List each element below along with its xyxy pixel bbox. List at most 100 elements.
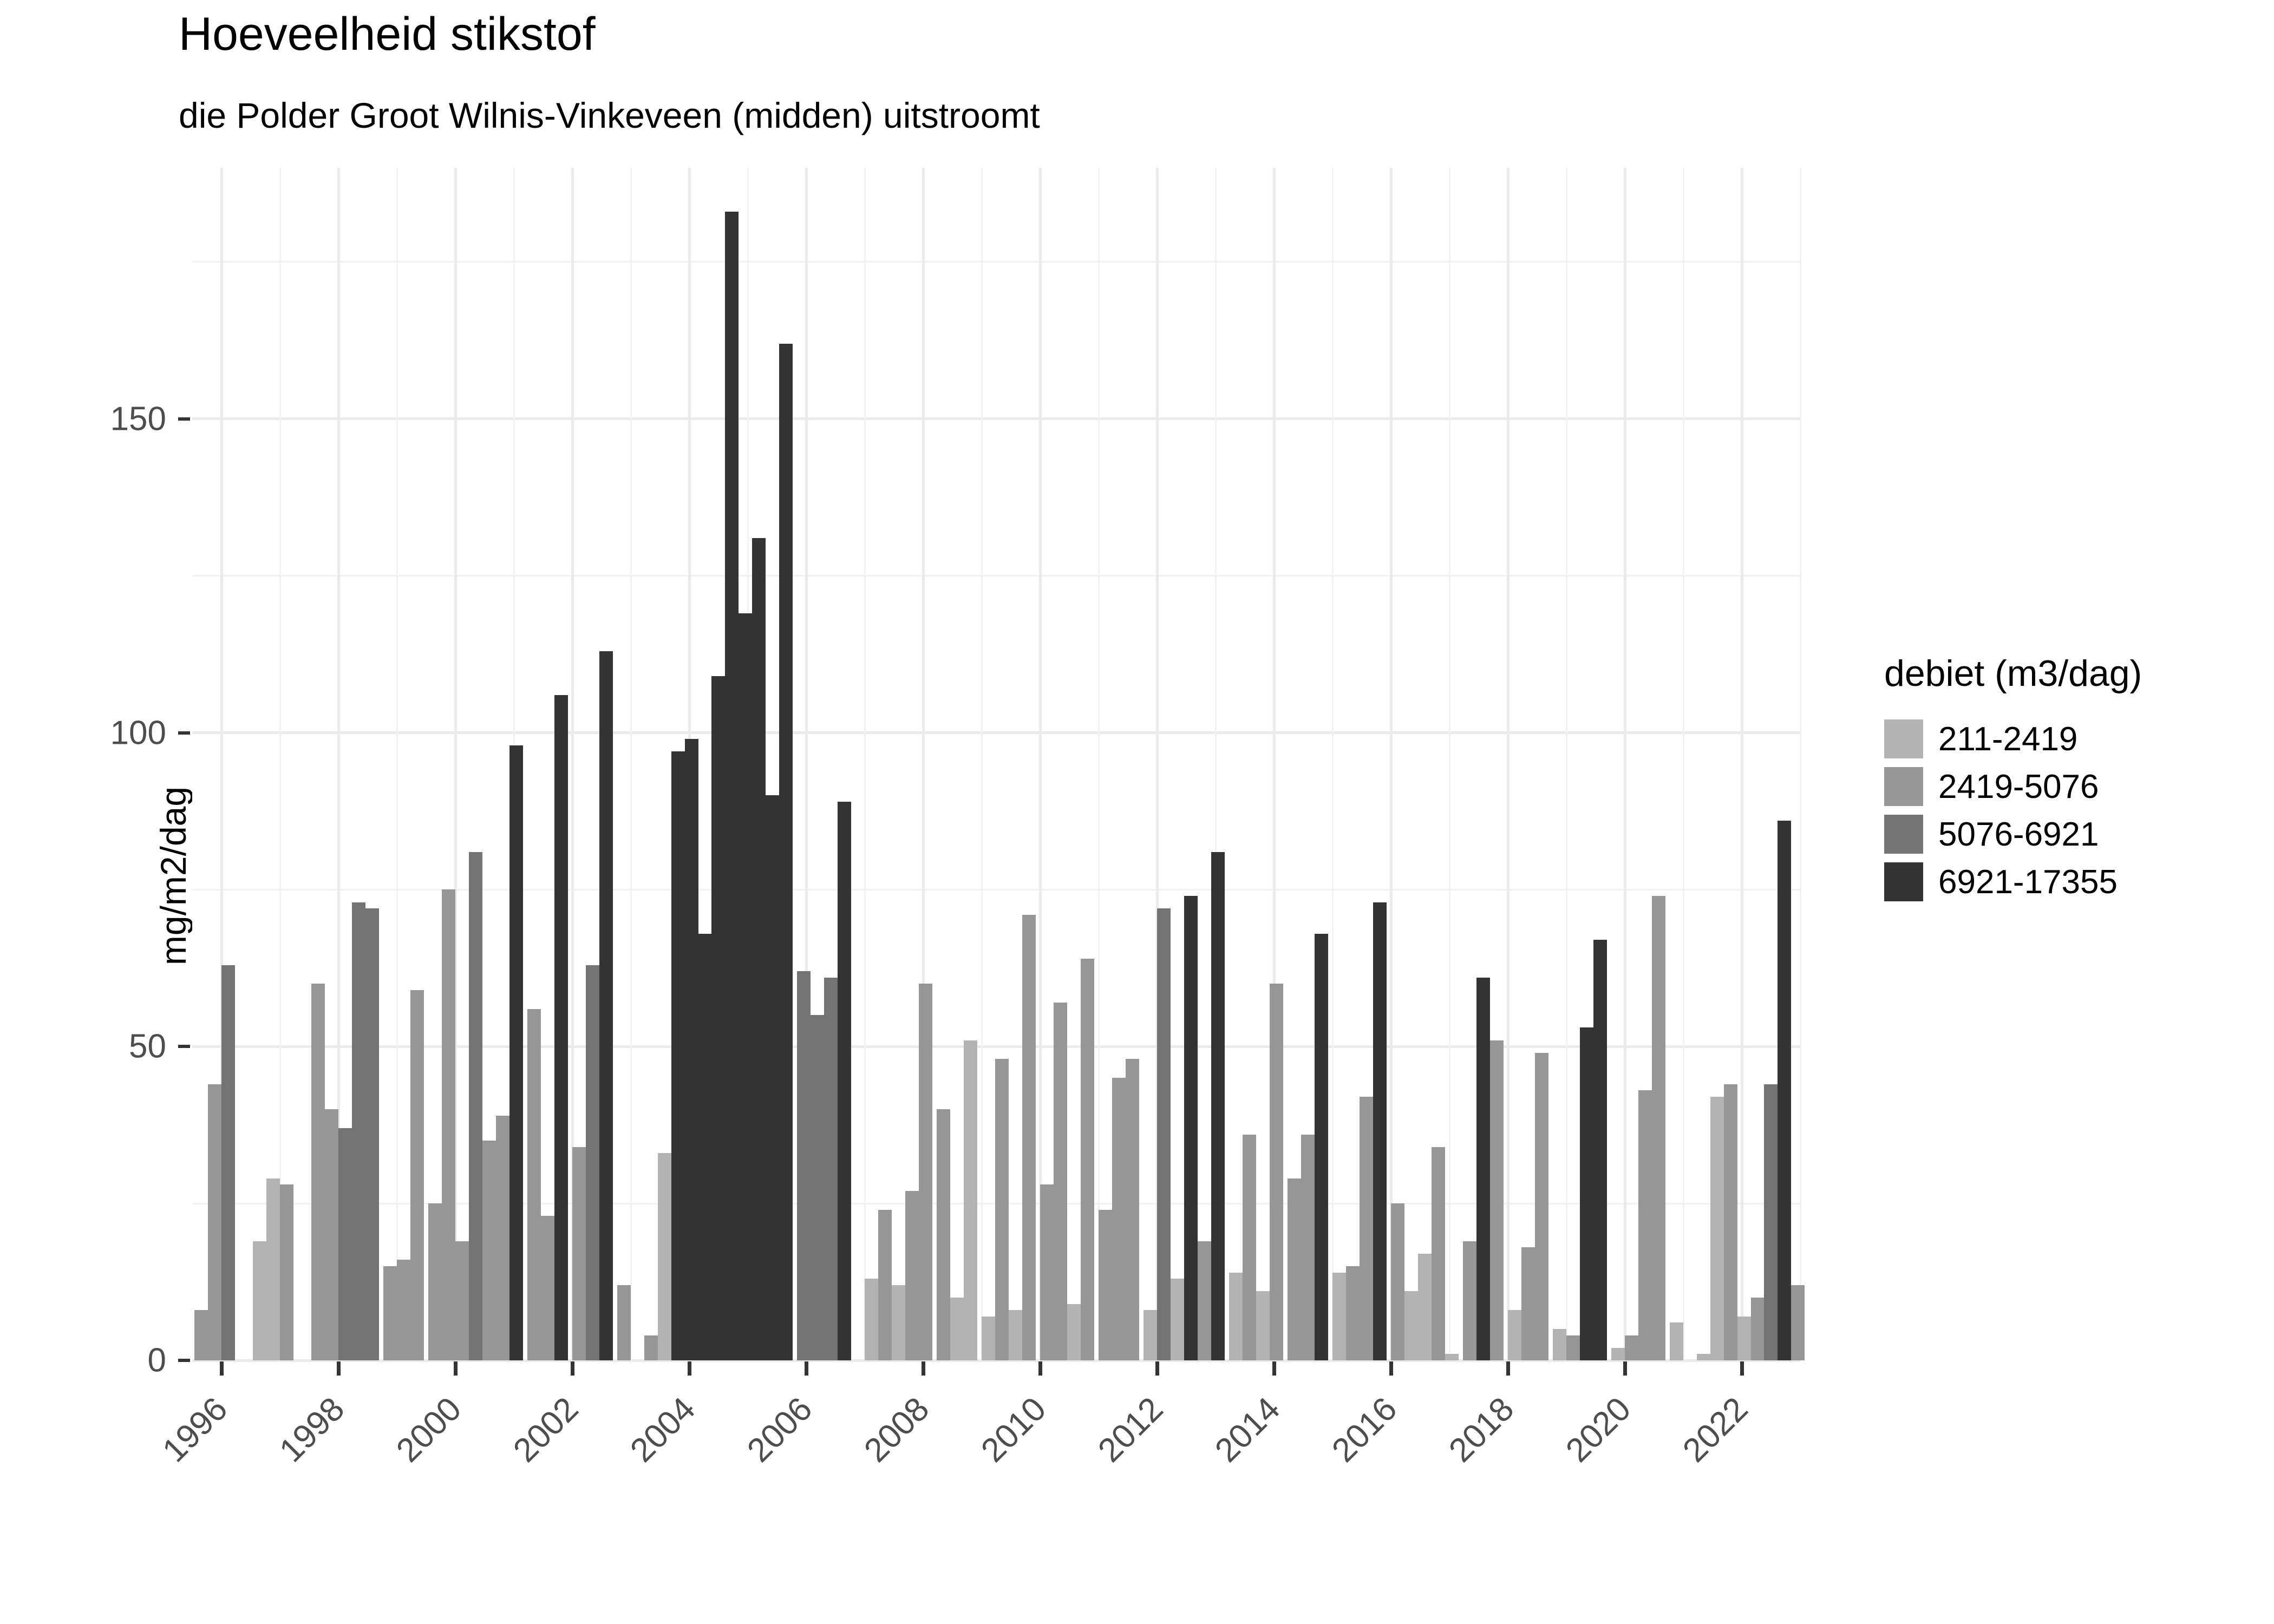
bar	[1126, 1059, 1140, 1360]
bar	[1157, 908, 1171, 1360]
x-axis-tick-mark	[921, 1361, 925, 1376]
bar	[1332, 1272, 1347, 1360]
bar	[1211, 852, 1225, 1360]
bar	[1710, 1097, 1724, 1360]
bar	[428, 1203, 442, 1360]
bar	[1669, 1322, 1683, 1360]
legend-item-label: 6921-17355	[1938, 863, 2118, 901]
bar	[1184, 896, 1198, 1360]
bar	[1171, 1279, 1185, 1360]
bar	[1022, 914, 1036, 1360]
bar	[1067, 1304, 1081, 1360]
bar	[338, 1128, 352, 1360]
x-axis-tick-mark	[1740, 1361, 1744, 1376]
bar	[905, 1190, 919, 1360]
bar	[311, 984, 325, 1360]
bar	[1489, 1040, 1504, 1360]
bar	[1611, 1347, 1625, 1360]
bar	[995, 1059, 1009, 1360]
bar	[1580, 1027, 1594, 1360]
bar	[365, 908, 380, 1360]
bar	[455, 1241, 469, 1360]
bar	[1791, 1285, 1805, 1360]
bar	[1360, 1097, 1374, 1360]
bar	[1112, 1078, 1126, 1360]
bar	[1445, 1354, 1459, 1360]
bar	[495, 1115, 509, 1360]
bar	[194, 1310, 208, 1360]
bar	[482, 1141, 496, 1360]
bar	[918, 984, 932, 1360]
bar	[810, 1015, 825, 1360]
bar	[1314, 933, 1328, 1360]
x-axis-tick-mark	[1155, 1361, 1159, 1376]
bar	[1054, 1003, 1068, 1360]
bar	[541, 1216, 555, 1360]
legend-item-label: 2419-5076	[1938, 768, 2099, 806]
bar	[797, 971, 811, 1360]
bar	[1288, 1178, 1302, 1360]
bar	[441, 889, 455, 1360]
bar	[711, 676, 726, 1360]
bar	[1009, 1310, 1023, 1360]
y-axis-tick-label: 150	[110, 400, 166, 438]
y-axis-tick-label: 100	[110, 714, 166, 752]
y-axis-tick-mark	[178, 731, 190, 735]
bar	[1764, 1084, 1778, 1360]
bar	[1404, 1291, 1419, 1360]
bar	[1431, 1147, 1445, 1360]
bar	[1593, 940, 1608, 1360]
bar	[397, 1260, 411, 1360]
bar	[878, 1209, 892, 1360]
y-axis-tick-label: 50	[129, 1027, 166, 1065]
bar	[765, 795, 779, 1360]
legend-item-label: 5076-6921	[1938, 815, 2099, 853]
x-axis-tick-mark	[1038, 1361, 1042, 1376]
x-axis-tick-mark	[219, 1361, 224, 1376]
y-axis-tick-label: 0	[147, 1341, 166, 1379]
bar	[410, 990, 424, 1360]
bar	[752, 538, 766, 1360]
bar	[1566, 1335, 1580, 1360]
bar	[698, 933, 712, 1360]
x-axis-tick-mark	[453, 1361, 458, 1376]
legend-item-label: 211-2419	[1938, 720, 2078, 758]
legend-item: 2419-5076	[1884, 763, 2142, 810]
bar	[1099, 1209, 1113, 1360]
bar	[1625, 1335, 1639, 1360]
x-axis-tick-mark	[1623, 1361, 1627, 1376]
x-axis-tick-mark	[1272, 1361, 1276, 1376]
bar	[1652, 896, 1666, 1360]
legend-item: 6921-17355	[1884, 858, 2142, 906]
bar	[739, 613, 753, 1360]
bar	[982, 1316, 996, 1360]
bar	[1373, 902, 1387, 1360]
legend: debiet (m3/dag) 211-2419 2419-5076 5076-69…	[1884, 652, 2142, 906]
legend-key-swatch	[1884, 815, 1923, 854]
bar	[554, 695, 568, 1360]
legend-title: debiet (m3/dag)	[1884, 653, 2142, 694]
x-axis-tick-mark	[687, 1361, 691, 1376]
bar	[1535, 1052, 1549, 1360]
bar	[383, 1266, 397, 1360]
bar	[725, 212, 739, 1360]
bar	[221, 965, 236, 1360]
legend-key-swatch	[1884, 862, 1923, 901]
bar	[1552, 1329, 1566, 1360]
bar	[1521, 1247, 1535, 1360]
bar	[1243, 1134, 1257, 1360]
bar	[1463, 1241, 1477, 1360]
legend-key-swatch	[1884, 767, 1923, 806]
bar	[617, 1285, 631, 1360]
bar	[1778, 820, 1792, 1360]
bar	[1346, 1266, 1360, 1360]
bar	[1737, 1316, 1751, 1360]
bar	[1301, 1134, 1315, 1360]
bar	[1229, 1272, 1243, 1360]
bar	[509, 745, 523, 1360]
page-subtitle: die Polder Groot Wilnis-Vinkeveen (midde…	[179, 95, 1040, 135]
bar	[469, 852, 483, 1360]
bar	[280, 1184, 294, 1360]
bar	[1638, 1090, 1652, 1360]
